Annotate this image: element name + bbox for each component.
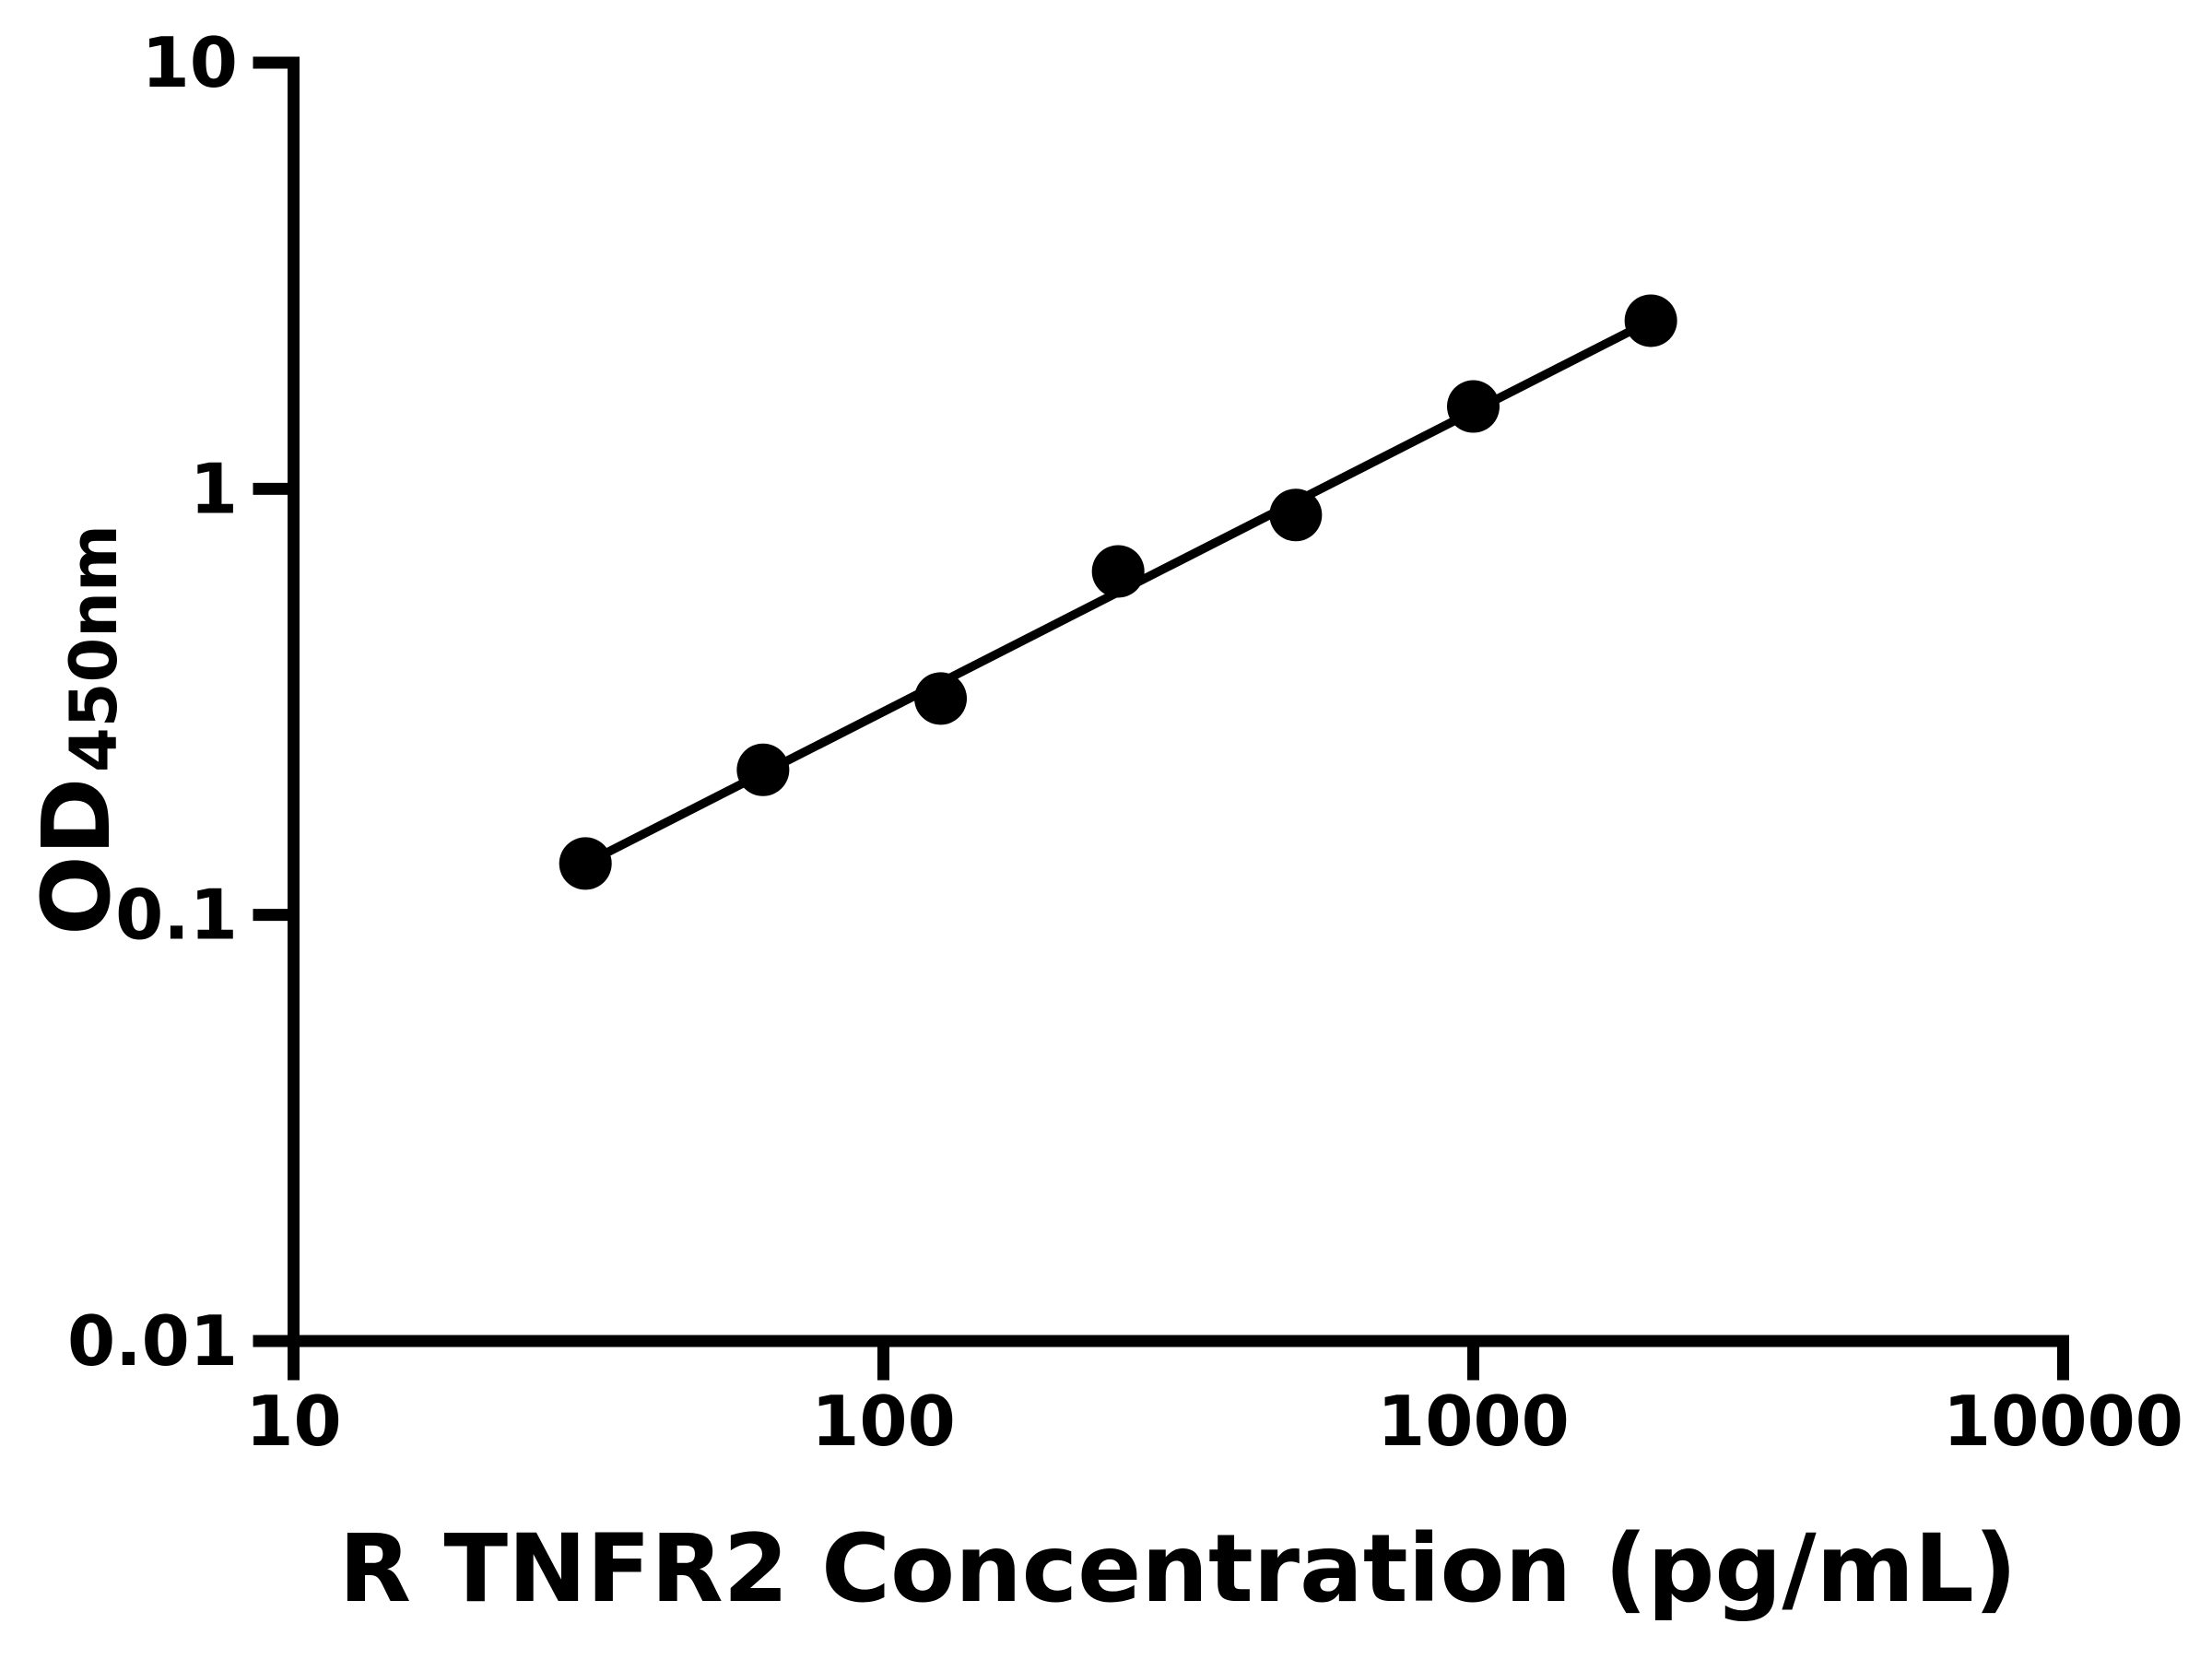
x-tick-label: 1000 [1377,1381,1570,1462]
data-point [1269,488,1323,542]
series-layer [559,294,1677,890]
y-axis-title-main: OD [22,778,132,935]
x-axis-title: R TNFR2 Concentration (pg/mL) [338,1514,2017,1624]
y-axis-title: OD 450nm [22,524,132,935]
data-point [736,743,790,796]
x-tick-label: 10 [245,1381,341,1462]
data-point [1091,545,1145,598]
data-point [1447,380,1500,433]
y-axis-title-sub: 450nm [56,524,132,772]
y-tick-label: 0.1 [115,875,238,956]
y-tick-label: 0.01 [67,1300,238,1382]
x-tick-label: 100 [811,1381,956,1462]
data-point [1624,294,1677,347]
axis-ticks [253,56,2069,1381]
y-tick-label: 10 [142,22,238,103]
data-point [914,672,968,725]
axes [288,56,2069,1347]
x-tick-label: 10000 [1943,1381,2183,1462]
data-point [559,837,612,890]
y-tick-label: 1 [190,448,238,529]
